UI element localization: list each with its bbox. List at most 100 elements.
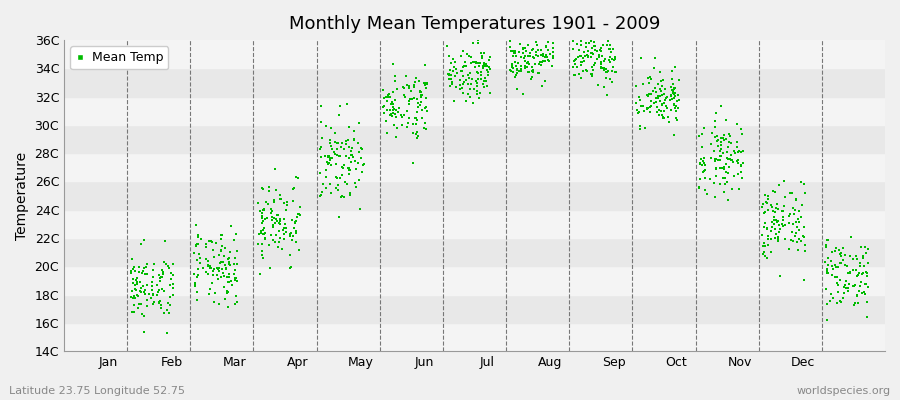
Point bbox=[713, 157, 727, 163]
Point bbox=[442, 72, 456, 78]
Point bbox=[190, 274, 204, 280]
Point bbox=[251, 200, 266, 206]
Point bbox=[649, 99, 663, 105]
Point bbox=[587, 42, 601, 49]
Point bbox=[125, 255, 140, 262]
Point bbox=[268, 220, 283, 226]
Point bbox=[266, 224, 280, 230]
Point bbox=[860, 246, 875, 252]
Point bbox=[580, 54, 595, 60]
Point bbox=[190, 241, 204, 247]
Point bbox=[508, 72, 523, 78]
Point bbox=[201, 258, 215, 264]
Point bbox=[671, 105, 686, 112]
Point bbox=[669, 103, 683, 109]
Point bbox=[667, 102, 681, 108]
Point bbox=[786, 221, 800, 227]
Point bbox=[152, 299, 166, 306]
Point bbox=[537, 78, 552, 85]
Point bbox=[596, 42, 610, 48]
Point bbox=[832, 277, 847, 283]
Point bbox=[522, 50, 536, 57]
Point bbox=[730, 158, 744, 164]
Point bbox=[797, 248, 812, 254]
Point bbox=[593, 65, 608, 71]
Point bbox=[796, 223, 811, 230]
Point bbox=[717, 189, 732, 195]
Point bbox=[274, 196, 288, 202]
Point bbox=[658, 86, 672, 92]
Point bbox=[601, 68, 616, 74]
Point bbox=[338, 137, 353, 144]
Point bbox=[419, 108, 434, 114]
Point bbox=[843, 234, 858, 240]
Point bbox=[476, 63, 491, 69]
Point bbox=[726, 173, 741, 179]
Point bbox=[465, 76, 480, 82]
Point bbox=[255, 248, 269, 255]
Point bbox=[264, 209, 278, 216]
Point bbox=[828, 274, 842, 280]
Point bbox=[346, 128, 361, 134]
Point bbox=[345, 159, 359, 165]
Point bbox=[718, 181, 733, 188]
Point bbox=[855, 255, 869, 262]
Point bbox=[856, 289, 870, 295]
Point bbox=[720, 179, 734, 185]
Point bbox=[466, 58, 481, 65]
Point bbox=[394, 121, 409, 128]
Point bbox=[577, 49, 591, 55]
Point bbox=[792, 227, 806, 234]
Point bbox=[832, 289, 846, 295]
Point bbox=[342, 124, 356, 130]
Point bbox=[206, 246, 220, 253]
Point bbox=[583, 53, 598, 60]
Point bbox=[202, 263, 216, 269]
Point bbox=[608, 69, 622, 76]
Point bbox=[417, 79, 431, 86]
Point bbox=[583, 71, 598, 78]
Point bbox=[256, 230, 270, 237]
Point bbox=[642, 80, 656, 86]
Point bbox=[386, 107, 400, 113]
Point bbox=[536, 51, 550, 58]
Point bbox=[477, 74, 491, 81]
Point bbox=[273, 196, 287, 202]
Text: Latitude 23.75 Longitude 52.75: Latitude 23.75 Longitude 52.75 bbox=[9, 386, 185, 396]
Point bbox=[766, 208, 780, 214]
Point bbox=[268, 239, 283, 246]
Bar bbox=[64, 210, 885, 238]
Point bbox=[850, 292, 864, 299]
Bar bbox=[64, 323, 885, 351]
Point bbox=[667, 86, 681, 92]
Point bbox=[203, 265, 218, 271]
Point bbox=[643, 108, 657, 115]
Point bbox=[255, 210, 269, 216]
Point bbox=[408, 79, 422, 85]
Point bbox=[720, 149, 734, 156]
Point bbox=[283, 264, 297, 271]
Point bbox=[776, 208, 790, 214]
Point bbox=[385, 103, 400, 110]
Point bbox=[776, 214, 790, 220]
Point bbox=[697, 154, 711, 161]
Point bbox=[708, 173, 723, 180]
Point bbox=[693, 176, 707, 183]
Point bbox=[328, 174, 343, 180]
Point bbox=[669, 108, 683, 114]
Point bbox=[834, 250, 849, 257]
Point bbox=[842, 270, 857, 277]
Bar bbox=[64, 97, 885, 125]
Point bbox=[401, 85, 416, 91]
Point bbox=[285, 198, 300, 204]
Point bbox=[418, 104, 432, 111]
Point bbox=[190, 257, 204, 264]
Point bbox=[583, 38, 598, 44]
Point bbox=[413, 102, 428, 108]
Point bbox=[328, 130, 342, 136]
Point bbox=[792, 218, 806, 225]
Point bbox=[508, 48, 522, 54]
Point bbox=[819, 266, 833, 273]
Point bbox=[573, 42, 588, 48]
Point bbox=[637, 107, 652, 114]
